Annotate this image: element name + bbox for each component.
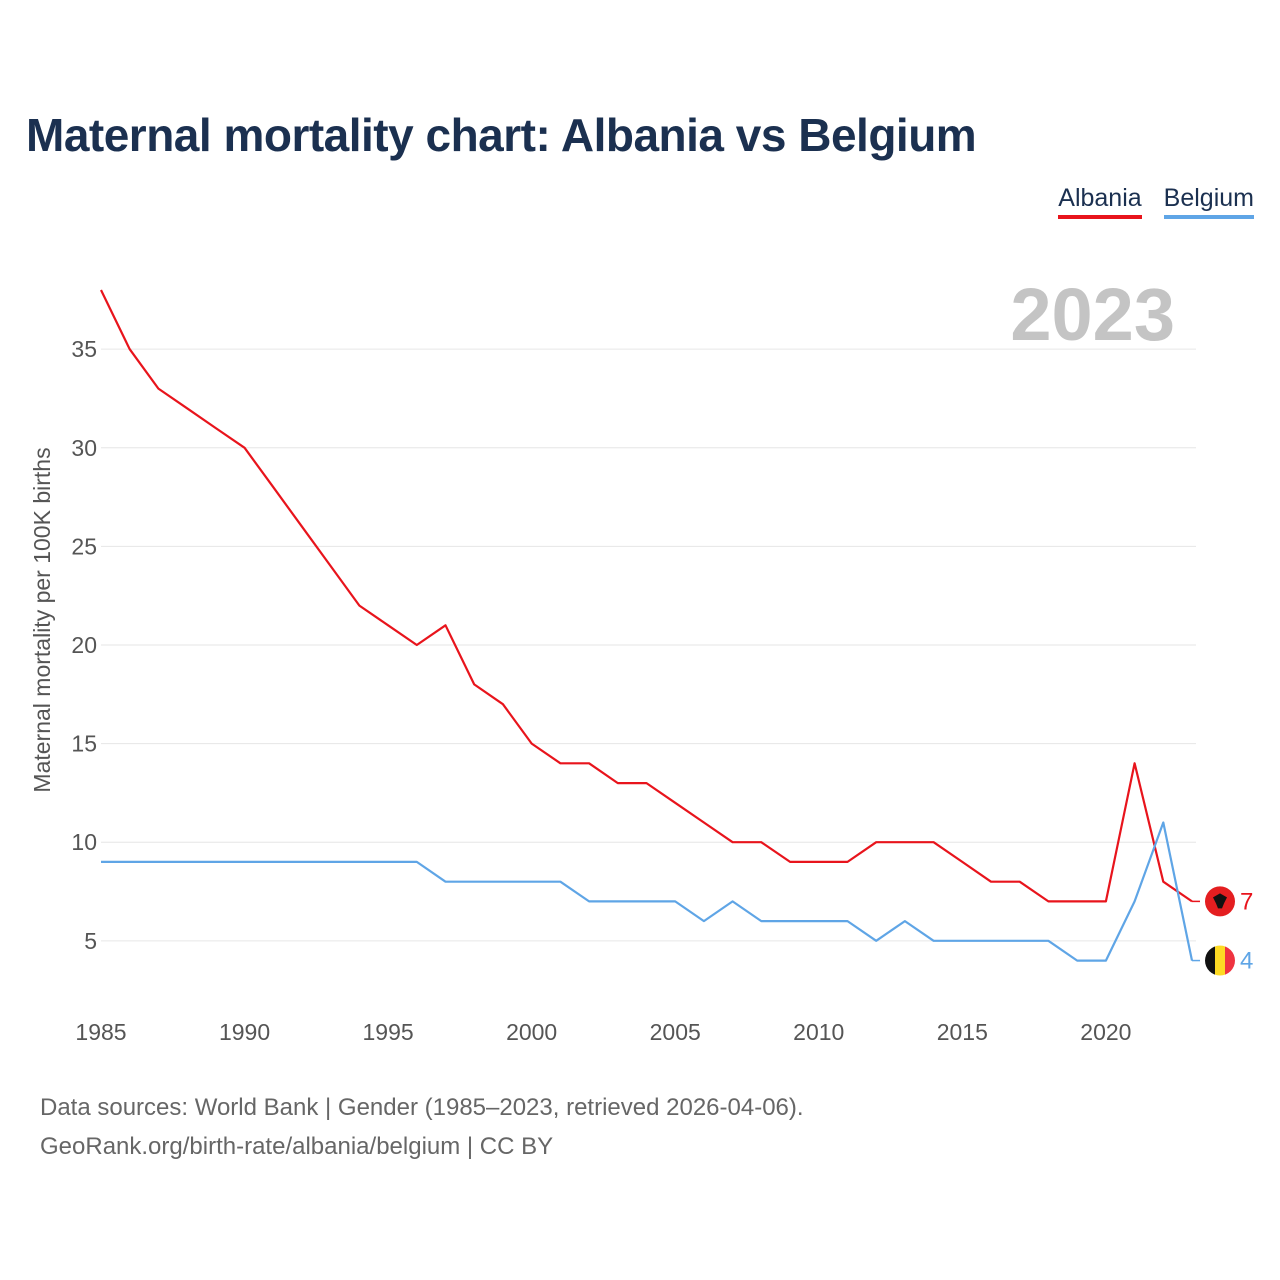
- data-source-note: Data sources: World Bank | Gender (1985–…: [40, 1094, 804, 1121]
- y-tick-label: 15: [71, 731, 97, 757]
- series-line-albania[interactable]: [100, 289, 1193, 903]
- attribution-link[interactable]: GeoRank.org/birth-rate/albania/belgium |…: [40, 1133, 554, 1160]
- line-chart: 2023 5 10 15 20 25 30 35 1985 1990 1995 2000 2005 201…: [29, 273, 1253, 1045]
- x-tick-label: 1985: [75, 1019, 126, 1045]
- x-tick-label: 2020: [1080, 1019, 1131, 1045]
- y-tick-label: 5: [84, 928, 97, 954]
- end-value-label-belgium: 4: [1240, 948, 1253, 975]
- x-tick-label: 2005: [650, 1019, 701, 1045]
- series-line-belgium[interactable]: [101, 821, 1194, 962]
- end-value-label-albania: 7: [1240, 888, 1253, 915]
- year-watermark: 2023: [1010, 273, 1175, 356]
- belgium-flag-icon: [1205, 945, 1235, 976]
- y-tick-label: 35: [71, 336, 97, 362]
- legend-albania[interactable]: Albania: [1058, 184, 1142, 219]
- y-axis-label: Maternal mortality per 100K births: [29, 447, 55, 792]
- y-tick-label: 30: [71, 435, 97, 461]
- chart-legend: Albania Belgium: [1058, 184, 1254, 219]
- x-tick-label: 2000: [506, 1019, 557, 1045]
- y-tick-label: 20: [71, 632, 97, 658]
- y-tick-label: 10: [71, 829, 97, 855]
- page-title: Maternal mortality chart: Albania vs Bel…: [26, 109, 977, 161]
- x-tick-label: 2015: [937, 1019, 988, 1045]
- y-tick-label: 25: [71, 533, 97, 559]
- legend-belgium[interactable]: Belgium: [1163, 184, 1254, 219]
- x-tick-label: 1995: [363, 1019, 414, 1045]
- x-tick-label: 1990: [219, 1019, 270, 1045]
- footer: Data sources: World Bank | Gender (1985–…: [40, 1088, 804, 1166]
- x-tick-label: 2010: [793, 1019, 844, 1045]
- albania-eagle-icon: [1213, 893, 1227, 909]
